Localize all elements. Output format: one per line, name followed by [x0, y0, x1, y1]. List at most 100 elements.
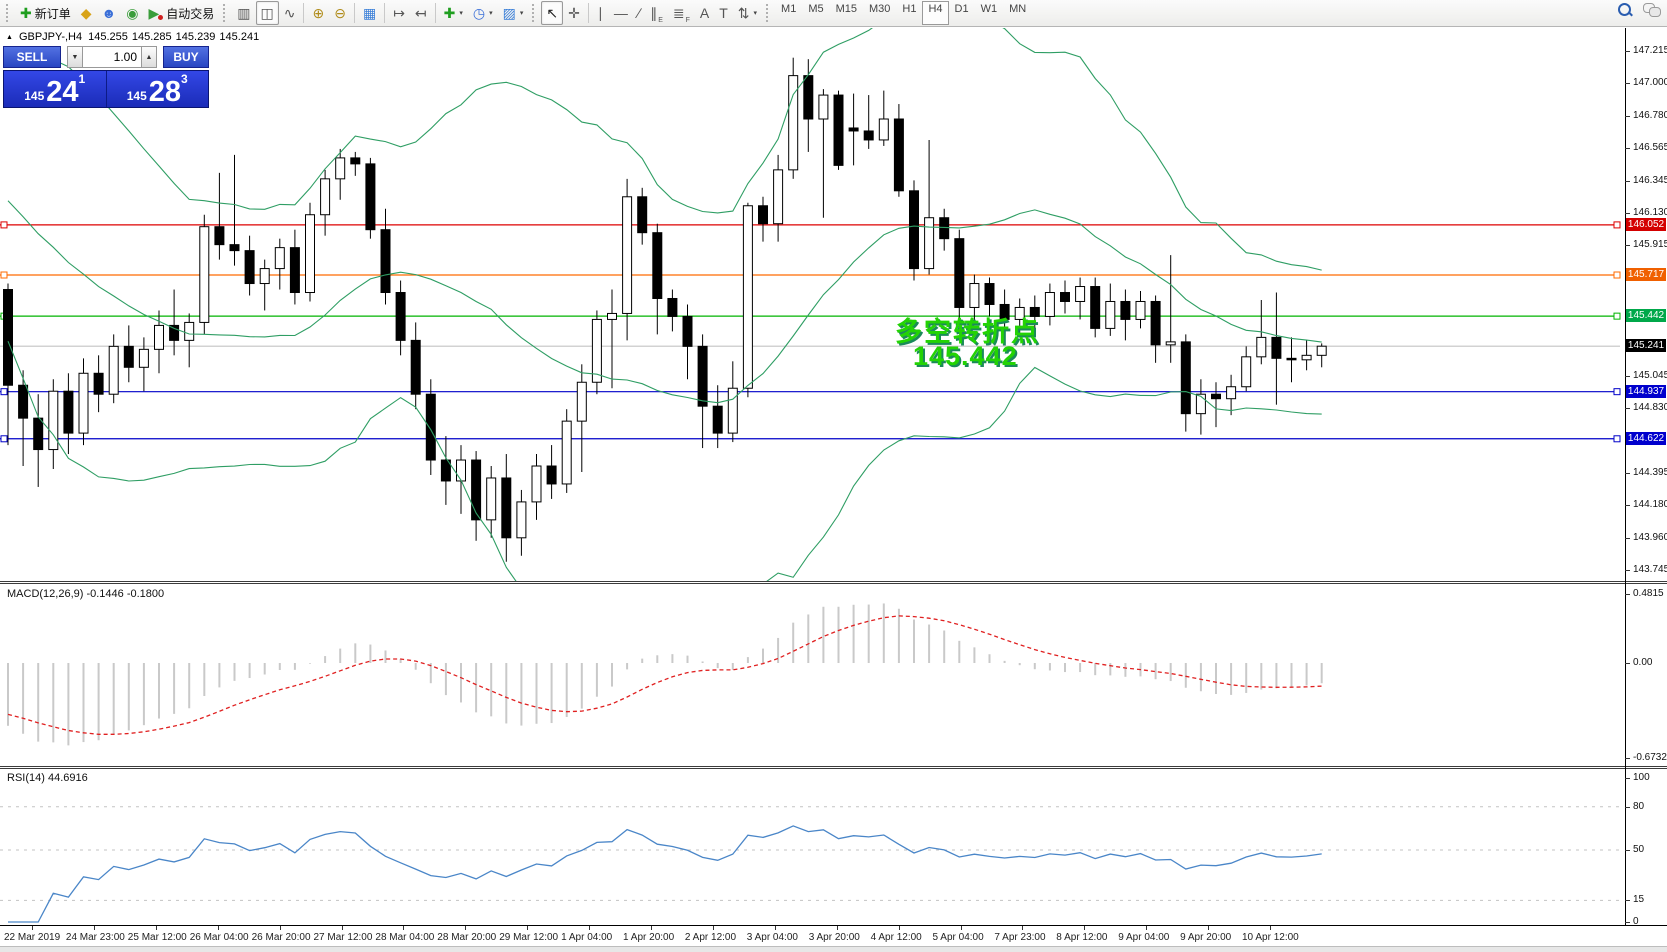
timeframe-m15-button[interactable]: M15	[835, 3, 858, 15]
timeframe-h4-button[interactable]: H4	[922, 1, 949, 25]
periods-caret-icon[interactable]: ▾	[489, 10, 493, 17]
horizontal-line-button[interactable]: ―	[609, 1, 633, 25]
rsi-axis-100: 100	[1633, 772, 1650, 783]
templates-caret-icon[interactable]: ▾	[519, 10, 524, 17]
rsi-axis-0: 0	[1633, 916, 1639, 927]
zoom-in-button[interactable]: ⊕	[307, 1, 329, 25]
date-tick	[93, 926, 95, 930]
price-chart	[0, 28, 1621, 581]
sell-price-button[interactable]: 145 24 1	[4, 71, 106, 107]
new-order-button[interactable]: ✚ 新订单	[15, 1, 76, 25]
cursor-button[interactable]: ↖	[541, 1, 564, 25]
collapse-icon[interactable]: ▲	[6, 33, 13, 41]
toolbar-drag-handle[interactable]	[6, 4, 11, 22]
timeframe-m1-button[interactable]: M1	[781, 3, 797, 15]
buy-price-button[interactable]: 145 28 3	[106, 71, 208, 107]
price-tick-label: 143.745	[1633, 563, 1667, 575]
price-tick-label: 146.345	[1633, 175, 1667, 187]
fibonacci-icon: ≣	[672, 5, 685, 21]
crosshair-button[interactable]: ✛	[563, 1, 585, 25]
annotation-value: 145.442	[913, 341, 1018, 371]
arrows-button[interactable]: ⇅ ▾	[733, 1, 762, 25]
timeframe-d1-button[interactable]: D1	[954, 3, 969, 15]
accounts-icon: ☻	[101, 5, 117, 21]
indicators-caret-icon[interactable]: ▾	[459, 10, 463, 17]
arrows-icon: ⇅	[737, 5, 750, 21]
volume-down-button[interactable]: ▼	[67, 46, 83, 68]
date-label: 26 Mar 04:00	[189, 932, 249, 943]
hline-anchor[interactable]	[0, 221, 8, 229]
hline-anchor[interactable]	[1613, 221, 1621, 229]
price-tick-label: 146.780	[1633, 110, 1667, 121]
date-tick	[1146, 926, 1148, 930]
price-tick	[1625, 472, 1630, 474]
vertical-line-button[interactable]: ∣	[592, 1, 609, 25]
line-chart-button[interactable]: ∿	[279, 1, 301, 25]
autotrading-button[interactable]: ▶ 自动交易	[143, 1, 219, 25]
date-label: 1 Apr 20:00	[623, 932, 675, 943]
sell-button[interactable]: SELL	[3, 46, 61, 68]
templates-button[interactable]: ▨ ▾	[498, 1, 529, 25]
pane-separator[interactable]	[0, 581, 1667, 584]
date-tick	[279, 926, 281, 930]
market-watch-button[interactable]: ◆	[76, 1, 97, 25]
signals-button[interactable]: ◉	[121, 1, 143, 25]
indicator-tick	[1625, 900, 1630, 902]
text-label-button[interactable]: T	[714, 1, 733, 25]
hline-anchor[interactable]	[1613, 271, 1621, 279]
pane-separator[interactable]	[0, 766, 1667, 769]
symbol-name: GBPJPY-,H4	[18, 31, 83, 43]
volume-up-button[interactable]: ▲	[141, 46, 157, 68]
timeframe-m30-button[interactable]: M30	[869, 3, 891, 15]
hline-anchor[interactable]	[1613, 388, 1621, 396]
hline-anchor[interactable]	[0, 435, 8, 443]
date-axis[interactable]: 22 Mar 2019 24 Mar 23:00 25 Mar 12:00 26 Ma…	[0, 926, 1667, 946]
toolbar-drag-handle[interactable]	[223, 4, 228, 22]
zoom-out-button[interactable]: ⊖	[329, 1, 351, 25]
equidistant-channel-button[interactable]: ∥ E	[645, 1, 668, 25]
auto-scroll-button[interactable]: ↦	[388, 1, 410, 25]
date-label: 10 Apr 12:00	[1242, 932, 1299, 943]
date-label: 9 Apr 20:00	[1180, 932, 1232, 943]
date-tick	[1208, 926, 1210, 930]
toolbar-drag-handle[interactable]	[766, 4, 771, 22]
fibonacci-button[interactable]: ≣ F	[668, 1, 695, 25]
date-tick	[1022, 926, 1024, 930]
toolbar-drag-handle[interactable]	[532, 4, 537, 22]
candlestick-chart-button[interactable]: ◫	[255, 1, 279, 25]
periods-button[interactable]: ◷ ▾	[468, 1, 498, 25]
hline-anchor[interactable]	[0, 271, 8, 279]
bar-chart-button[interactable]: ▥	[232, 1, 255, 25]
volume-input[interactable]	[83, 46, 141, 68]
arrows-caret-icon[interactable]: ▾	[753, 10, 758, 17]
price-tick	[1625, 213, 1630, 215]
sell-price-base: 145	[24, 89, 45, 103]
chat-icon[interactable]	[1643, 3, 1661, 17]
timeframe-w1-button[interactable]: W1	[980, 3, 998, 15]
buy-button[interactable]: BUY	[163, 46, 209, 68]
date-tick	[1084, 926, 1086, 930]
tile-windows-button[interactable]: ▦	[358, 1, 381, 25]
text-button[interactable]: A	[695, 1, 714, 25]
hline-anchor[interactable]	[1613, 435, 1621, 443]
date-tick	[527, 926, 529, 930]
autotrading-label: 自动交易	[166, 6, 215, 21]
chart-shift-button[interactable]: ↤	[410, 1, 432, 25]
indicator-tick	[1625, 850, 1630, 851]
hline-anchor[interactable]	[0, 388, 8, 396]
price-tick	[1625, 375, 1630, 377]
search-icon[interactable]	[1617, 2, 1633, 18]
timeframe-h1-button[interactable]: H1	[902, 3, 917, 15]
toolbar-separator	[384, 3, 386, 23]
timeframe-mn-button[interactable]: MN	[1009, 3, 1027, 15]
price-tick-label: 144.395	[1633, 466, 1667, 478]
timeframe-m5-button[interactable]: M5	[808, 3, 824, 15]
hline-objects	[0, 221, 1621, 443]
date-tick	[960, 926, 962, 930]
accounts-button[interactable]: ☻	[97, 1, 122, 25]
trendline-button[interactable]: ∕	[633, 1, 645, 25]
periods-icon: ◷	[472, 5, 486, 21]
indicators-button[interactable]: ✚ ▾	[439, 1, 468, 25]
hline-anchor[interactable]	[1613, 312, 1621, 320]
signals-icon: ◉	[126, 5, 139, 21]
